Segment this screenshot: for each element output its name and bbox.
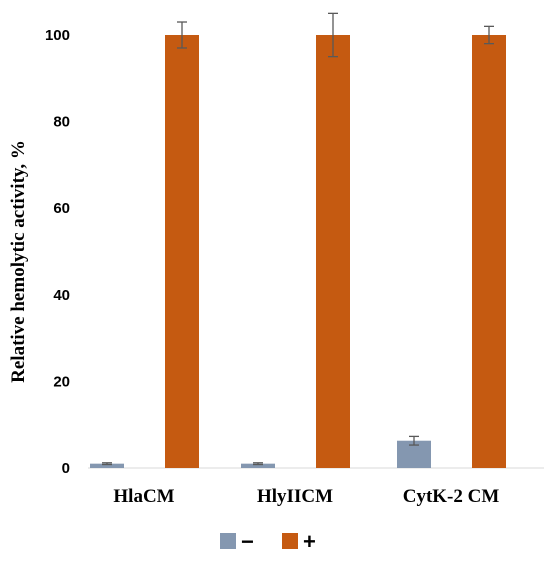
- category-label: CytK-2 CM: [403, 486, 500, 507]
- category-label: HlyIICM: [257, 486, 333, 507]
- legend-swatch: [282, 533, 298, 549]
- y-tick-label: 0: [62, 460, 70, 477]
- bar: [241, 463, 275, 468]
- y-tick-label: 60: [53, 200, 70, 217]
- y-tick-label: 40: [53, 287, 70, 304]
- bars-group: [90, 35, 506, 468]
- legend-label: −: [241, 529, 254, 554]
- category-label: HlaCM: [113, 486, 174, 507]
- bar: [165, 35, 199, 468]
- legend-label: +: [303, 529, 316, 554]
- error-bars-group: [102, 12, 494, 466]
- y-tick-label: 80: [53, 114, 70, 131]
- legend: − +: [220, 529, 316, 554]
- bar: [472, 35, 506, 468]
- y-tick-label: 100: [45, 27, 70, 44]
- legend-swatch: [220, 533, 236, 549]
- y-axis-title: Relative hemolytic activity, %: [8, 140, 29, 383]
- y-axis-tick-labels: 0 20 40 60 80 100: [45, 27, 70, 477]
- bar: [90, 463, 124, 468]
- category-labels: HlaCM HlyIICM CytK-2 CM: [113, 486, 499, 507]
- y-tick-label: 20: [53, 373, 70, 390]
- bar: [316, 35, 350, 468]
